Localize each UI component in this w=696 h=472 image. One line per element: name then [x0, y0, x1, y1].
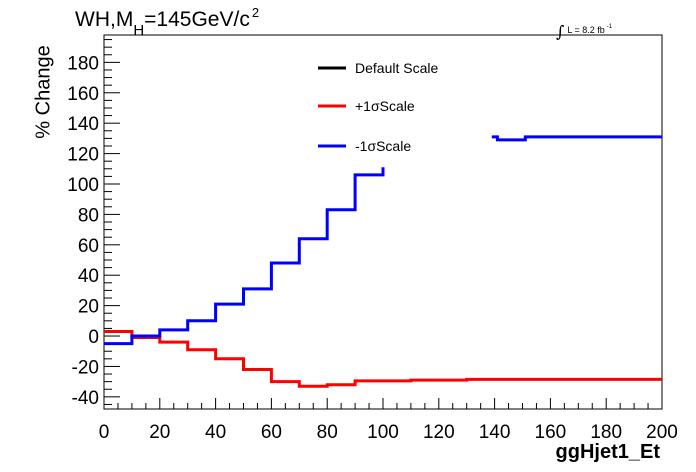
title-suffix: =145GeV/c [144, 8, 250, 31]
series-line--1-scale [104, 330, 662, 388]
chart-title: WH,MH=145GeV/c 2 [75, 5, 260, 39]
y-tick-label: -20 [72, 357, 99, 378]
x-tick-label: 140 [479, 422, 511, 443]
y-tick-label: 60 [78, 236, 99, 257]
luminosity-label: ∫ L = 8.2 fb -1 [556, 18, 613, 41]
legend-label: Default Scale [355, 60, 438, 76]
luminosity-superscript: -1 [606, 24, 613, 30]
legend-label: +1σScale [355, 98, 415, 114]
x-axis-label: ggHjet1_Et [555, 441, 660, 463]
integral-symbol: ∫ [556, 22, 565, 41]
title-prefix: WH,M [75, 8, 134, 31]
legend: Default Scale +1σScale -1σScale [318, 60, 438, 154]
y-tick-label: 80 [78, 205, 99, 226]
y-tick-label: 100 [67, 175, 99, 196]
x-tick-label: 80 [317, 422, 338, 443]
y-tick-label: 0 [88, 327, 99, 348]
y-axis: -40 -20 0 20 40 60 80 100 120 140 160 180 [67, 39, 120, 409]
title-superscript: 2 [251, 5, 260, 20]
x-tick-label: 0 [99, 422, 110, 443]
luminosity-text: L = 8.2 fb [567, 25, 605, 35]
x-tick-label: 160 [535, 422, 567, 443]
x-tick-label: 20 [149, 422, 170, 443]
y-tick-label: 180 [67, 53, 99, 74]
series-line--1-scale [491, 135, 662, 142]
x-tick-label: 180 [590, 422, 622, 443]
x-axis: 0 20 40 60 80 100 120 140 160 180 200 [99, 398, 678, 443]
plot-frame [103, 34, 663, 410]
x-tick-label: 200 [646, 422, 678, 443]
y-tick-label: 20 [78, 297, 99, 318]
y-tick-label: 120 [67, 145, 99, 166]
y-tick-label: -40 [72, 388, 99, 409]
title-subscript: H [133, 22, 145, 39]
x-tick-label: 120 [423, 422, 455, 443]
y-tick-label: 140 [67, 114, 99, 135]
x-tick-label: 40 [205, 422, 226, 443]
y-tick-label: 160 [67, 84, 99, 105]
series-line--1-scale [104, 167, 385, 346]
x-tick-label: 100 [367, 422, 399, 443]
series-layer [104, 135, 662, 388]
y-tick-label: 40 [78, 266, 99, 287]
y-axis-label: % Change [32, 45, 55, 139]
x-tick-label: 60 [261, 422, 282, 443]
legend-label: -1σScale [355, 138, 411, 154]
